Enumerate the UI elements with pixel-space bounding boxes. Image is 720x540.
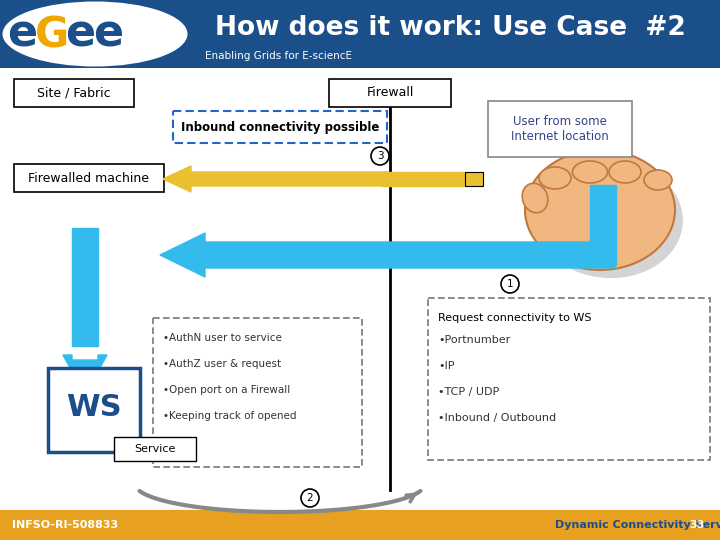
- Ellipse shape: [2, 2, 187, 66]
- Ellipse shape: [644, 170, 672, 190]
- FancyBboxPatch shape: [329, 79, 451, 107]
- Text: How does it work: Use Case  #2: How does it work: Use Case #2: [215, 15, 685, 41]
- Text: 33: 33: [690, 520, 705, 530]
- Ellipse shape: [533, 158, 683, 278]
- Text: Dynamic Connectivity Service: Dynamic Connectivity Service: [555, 520, 720, 530]
- Text: •Portnumber: •Portnumber: [438, 335, 510, 345]
- Ellipse shape: [572, 161, 608, 183]
- Circle shape: [501, 275, 519, 293]
- Text: Site / Fabric: Site / Fabric: [37, 86, 111, 99]
- Text: Request connectivity to WS: Request connectivity to WS: [438, 313, 592, 323]
- Bar: [0, 0, 720, 68]
- Text: •AuthZ user & request: •AuthZ user & request: [163, 359, 281, 369]
- Text: •Open port on a Firewall: •Open port on a Firewall: [163, 385, 290, 395]
- Ellipse shape: [522, 183, 548, 213]
- Text: User from some
Internet location: User from some Internet location: [511, 115, 609, 143]
- FancyBboxPatch shape: [153, 318, 362, 467]
- FancyArrow shape: [382, 172, 470, 186]
- Text: •IP: •IP: [438, 361, 454, 371]
- Circle shape: [301, 489, 319, 507]
- FancyArrow shape: [163, 166, 388, 192]
- FancyBboxPatch shape: [173, 111, 387, 143]
- Text: •AuthN user to service: •AuthN user to service: [163, 333, 282, 343]
- Text: e: e: [93, 12, 123, 56]
- Text: •Inbound / Outbound: •Inbound / Outbound: [438, 413, 556, 423]
- Text: WS: WS: [66, 394, 122, 422]
- Text: Service: Service: [135, 444, 176, 454]
- Ellipse shape: [609, 161, 641, 183]
- Text: 2: 2: [307, 493, 313, 503]
- Text: •TCP / UDP: •TCP / UDP: [438, 387, 499, 397]
- Ellipse shape: [539, 167, 571, 189]
- Text: e: e: [65, 12, 95, 56]
- Text: •Keeping track of opened: •Keeping track of opened: [163, 411, 297, 421]
- Text: Firewall: Firewall: [366, 86, 414, 99]
- Circle shape: [371, 147, 389, 165]
- Text: 1: 1: [507, 279, 513, 289]
- FancyArrow shape: [63, 355, 107, 395]
- Text: Firewalled machine: Firewalled machine: [29, 172, 150, 185]
- Text: 3: 3: [377, 151, 383, 161]
- Text: ports: ports: [163, 437, 197, 447]
- Text: e: e: [7, 12, 37, 56]
- FancyBboxPatch shape: [14, 164, 164, 192]
- Bar: [72, 228, 98, 346]
- FancyBboxPatch shape: [48, 368, 140, 452]
- FancyArrow shape: [160, 233, 615, 277]
- FancyBboxPatch shape: [488, 101, 632, 157]
- FancyBboxPatch shape: [428, 298, 710, 460]
- Text: Inbound connectivity possible: Inbound connectivity possible: [181, 120, 379, 133]
- Bar: [0, 510, 720, 540]
- FancyBboxPatch shape: [14, 79, 134, 107]
- Bar: [590, 185, 616, 265]
- Ellipse shape: [525, 150, 675, 270]
- Text: INFSO-RI-508833: INFSO-RI-508833: [12, 520, 118, 530]
- FancyBboxPatch shape: [114, 437, 196, 461]
- Bar: [465, 172, 483, 186]
- Text: G: G: [35, 15, 69, 57]
- Text: Enabling Grids for E-sciencE: Enabling Grids for E-sciencE: [205, 51, 352, 61]
